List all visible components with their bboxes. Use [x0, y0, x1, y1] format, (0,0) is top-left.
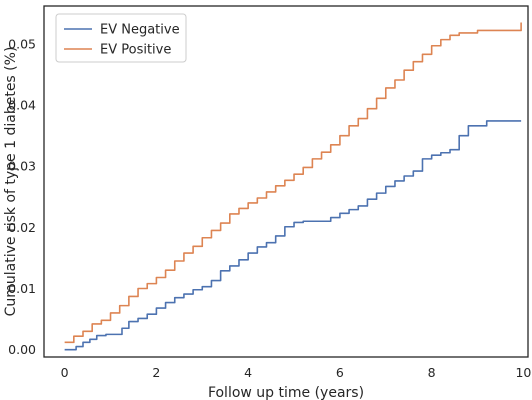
series-line-ev-positive — [64, 22, 522, 344]
x-tick-label: 0 — [61, 365, 69, 380]
series-line-ev-negative — [64, 120, 522, 351]
y-axis-label: Cumulative risk of type 1 diabetes (%) — [3, 47, 19, 317]
x-tick-label: 10 — [515, 365, 531, 380]
x-axis-ticks: 0 2 4 6 8 10 — [61, 365, 532, 380]
y-tick-label: 0.01 — [8, 281, 36, 296]
legend-label-ev-positive: EV Positive — [100, 43, 171, 58]
y-tick-label: 0.05 — [8, 36, 36, 51]
y-axis-ticks: 0.00 0.01 0.02 0.03 0.04 0.05 — [8, 36, 36, 357]
y-tick-label: 0.03 — [8, 159, 36, 174]
x-axis-label: Follow up time (years) — [208, 385, 364, 400]
legend-label-ev-negative: EV Negative — [100, 23, 180, 38]
x-tick-label: 2 — [152, 365, 160, 380]
legend: EV Negative EV Positive — [55, 13, 187, 63]
x-tick-label: 6 — [336, 365, 344, 380]
plot-frame — [43, 5, 529, 358]
x-tick-label: 4 — [244, 365, 252, 380]
series-lines — [64, 22, 522, 351]
y-tick-label: 0.00 — [8, 342, 36, 357]
y-tick-label: 0.02 — [8, 220, 36, 235]
y-tick-label: 0.04 — [8, 98, 36, 113]
x-tick-label: 8 — [428, 365, 436, 380]
legend-box — [55, 13, 187, 63]
